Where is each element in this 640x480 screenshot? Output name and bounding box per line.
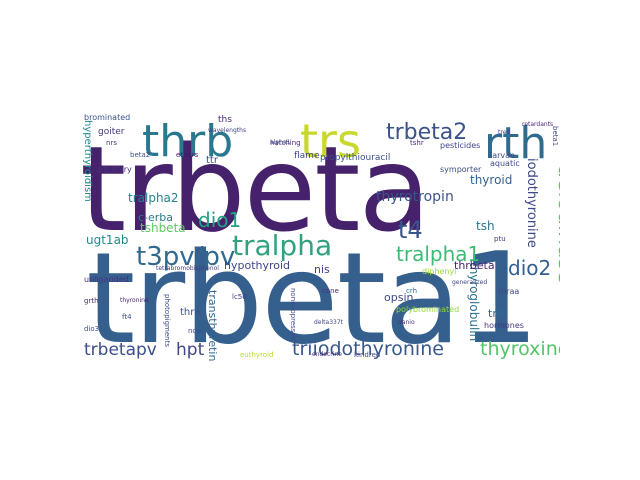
word-thrb: thrb <box>142 116 234 167</box>
word-danio: danio <box>398 319 415 326</box>
word-triiodothyronine: triiodothyronine <box>292 338 444 360</box>
word-wavelengths: wavelengths <box>208 127 247 134</box>
word-dio1: dio1 <box>198 208 242 232</box>
word-t4: t4 <box>398 216 423 244</box>
word-symporter: symporter <box>440 165 482 174</box>
word-diphenyl: diphenyl <box>422 267 457 276</box>
word-t3pv-pv: t3pv/pv <box>136 242 236 272</box>
word-hpt: hpt <box>176 340 205 360</box>
word-hatching: hatching <box>270 139 301 147</box>
word-ncor: ncor <box>188 327 204 335</box>
word-crh: crh <box>406 287 418 295</box>
word-nonsuppressed: nonsuppressed <box>289 288 297 342</box>
word-transthyretin: transthyretin <box>206 290 219 362</box>
word-tsh: tsh <box>476 219 495 233</box>
word-kindred: kindred <box>354 351 381 359</box>
word-tres: tres <box>498 129 510 136</box>
word-hyperthyroidism: hyperthyroidism <box>82 120 93 202</box>
word-ttr: ttr <box>206 155 218 166</box>
word-flame: flame <box>294 151 320 161</box>
word-thyroxine: thyroxine <box>480 338 560 360</box>
word-tshbeta: tshbeta <box>140 221 186 235</box>
word-cloud: trbeta trbeta1 trs thrb rth trbeta2 tral… <box>80 112 560 368</box>
word-trbeta: trbeta <box>80 120 431 258</box>
word-ethers: ethers <box>176 151 199 159</box>
word-tralpha: tralpha <box>232 229 333 262</box>
word-ft4: ft4 <box>122 313 132 321</box>
word-beta2: beta2 <box>130 151 151 159</box>
word-hormones: hormones <box>484 321 524 330</box>
word-thyrotropin: thyrotropin <box>376 189 454 205</box>
word-propylthiouracil: propylthiouracil <box>320 153 391 163</box>
word-trbetapv: trbetapv <box>84 340 157 360</box>
word-trbeta2: trbeta2 <box>386 120 468 145</box>
word-thra: thra <box>180 307 201 318</box>
word-nrs: nrs <box>106 139 117 147</box>
word-photopigments: photopigments <box>163 294 171 347</box>
word-thyroid: thyroid <box>470 173 513 187</box>
word-trs: trs <box>300 114 361 168</box>
word-tralpha1: tralpha1 <box>396 242 481 266</box>
word-tralpha2: tralpha2 <box>128 191 179 205</box>
word-euthyroid: euthyroid <box>240 351 274 359</box>
word-thyronine: thyronine <box>120 297 149 304</box>
word-c-erba: c-erba <box>138 211 174 224</box>
word-lc50: lc50 <box>232 293 247 301</box>
word-generalized: generalized <box>452 279 488 286</box>
word-rth: rth <box>484 118 548 169</box>
word-endocrine: endocrine <box>312 351 342 358</box>
word-cone: cone <box>322 287 339 295</box>
word-ths: ths <box>218 115 232 125</box>
word-larvae: larvae <box>490 151 515 160</box>
word-retardants: retardants <box>522 121 554 128</box>
word-iodothyronine: iodothyronine <box>524 158 539 248</box>
word-thraa: thraa <box>498 287 520 296</box>
word-alpha1: alpha1 <box>270 139 291 146</box>
word-grth: grth <box>84 297 99 305</box>
word-brominated: brominated <box>84 113 131 122</box>
word-deiodinase: deiodinase <box>553 164 560 284</box>
word-trbeta1: trbeta1 <box>86 225 539 368</box>
word-opsin: opsin <box>384 291 414 304</box>
word-nis: nis <box>314 263 330 276</box>
word-goiter: goiter <box>98 127 125 137</box>
word-pituitary: pituitary <box>98 165 132 174</box>
word-ugt1ab: ugt1ab <box>86 233 129 247</box>
word-trh: trh <box>488 307 504 320</box>
word-hypothyroid: hypothyroid <box>224 259 291 272</box>
word-ptu: ptu <box>494 235 506 243</box>
word-tetrabromobisphenol: tetrabromobisphenol <box>156 265 219 272</box>
word-polybrominated: polybrominated <box>396 305 460 314</box>
word-delta337t: delta337t <box>314 319 344 326</box>
word-thrbeta: thrbeta <box>454 259 495 272</box>
word-beta1: beta1 <box>551 126 559 147</box>
word-pesticides: pesticides <box>440 141 481 150</box>
word-dio3: dio3 <box>84 325 100 333</box>
word-aquatic: aquatic <box>490 159 520 168</box>
word-tshr: tshr <box>410 139 424 147</box>
word-unliganded: unliganded <box>84 275 129 284</box>
word-dio2: dio2 <box>508 256 552 280</box>
word-thyroglobulin: thyroglobulin <box>467 262 481 342</box>
